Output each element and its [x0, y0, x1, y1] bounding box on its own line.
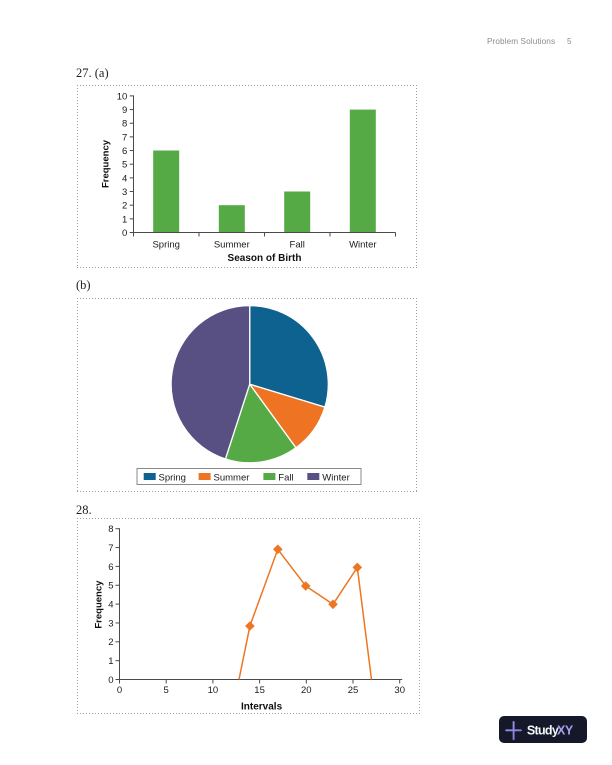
svg-text:XY: XY	[557, 723, 574, 737]
svg-text:3: 3	[122, 187, 127, 198]
svg-text:5: 5	[164, 685, 169, 696]
svg-text:5: 5	[108, 581, 113, 592]
svg-text:20: 20	[301, 685, 312, 696]
svg-text:8: 8	[108, 524, 113, 535]
svg-text:25: 25	[348, 685, 359, 696]
svg-text:Season of Birth: Season of Birth	[228, 253, 302, 264]
svg-text:0: 0	[122, 228, 127, 239]
svg-text:Winter: Winter	[349, 239, 376, 250]
svg-text:2: 2	[108, 637, 113, 648]
svg-text:0: 0	[108, 675, 113, 686]
svg-text:2: 2	[122, 201, 127, 212]
svg-text:8: 8	[122, 119, 127, 130]
svg-text:10: 10	[208, 685, 219, 696]
svg-text:6: 6	[108, 562, 113, 573]
svg-text:30: 30	[394, 685, 405, 696]
svg-text:7: 7	[108, 543, 113, 554]
svg-text:0: 0	[117, 685, 122, 696]
svg-text:9: 9	[122, 105, 127, 116]
svg-text:1: 1	[122, 214, 127, 225]
svg-text:Spring: Spring	[152, 239, 179, 250]
svg-text:Winter: Winter	[322, 472, 349, 483]
svg-text:3: 3	[108, 618, 113, 629]
svg-text:6: 6	[122, 146, 127, 157]
svg-text:Intervals: Intervals	[241, 702, 283, 713]
svg-text:1: 1	[108, 656, 113, 667]
svg-text:5: 5	[122, 160, 127, 171]
svg-text:Frequency: Frequency	[101, 139, 112, 188]
svg-text:Spring: Spring	[159, 472, 186, 483]
svg-text:10: 10	[117, 91, 128, 102]
svg-text:Fall: Fall	[278, 472, 293, 483]
svg-text:Summer: Summer	[214, 239, 250, 250]
svg-text:15: 15	[254, 685, 265, 696]
svg-text:Summer: Summer	[214, 472, 250, 483]
svg-text:7: 7	[122, 132, 127, 143]
svg-text:4: 4	[108, 600, 113, 611]
svg-text:4: 4	[122, 173, 127, 184]
svg-text:Fall: Fall	[290, 239, 305, 250]
svg-text:Frequency: Frequency	[94, 580, 105, 629]
svg-text:Study: Study	[527, 723, 559, 737]
